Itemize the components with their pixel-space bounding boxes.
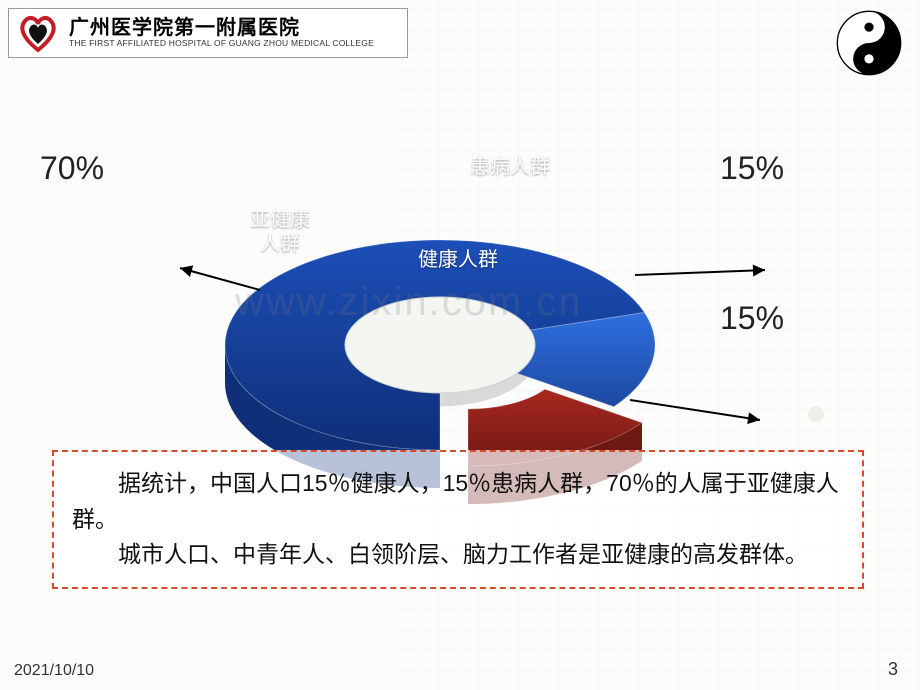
summary-p2: 城市人口、中青年人、白领阶层、脑力工作者是亚健康的高发群体。 [72, 537, 844, 573]
slice-label-subhealth: 亚健康 人群 [250, 208, 310, 256]
callout-healthy: 15% [720, 300, 784, 337]
slice-label-healthy: 健康人群 [418, 248, 498, 272]
summary-p1: 据统计，中国人口15％健康人，15％患病人群，70％的人属于亚健康人群。 [72, 466, 844, 537]
logo-title-cn: 广州医学院第一附属医院 [69, 17, 374, 39]
hospital-logo: 广州医学院第一附属医院 THE FIRST AFFILIATED HOSPITA… [8, 8, 408, 58]
callout-sick: 15% [720, 150, 784, 187]
summary-textbox: 据统计，中国人口15％健康人，15％患病人群，70％的人属于亚健康人群。 城市人… [52, 450, 864, 589]
callout-subhealth: 70% [40, 150, 104, 187]
slice-label-sick: 患病人群 [470, 155, 550, 179]
logo-title-en: THE FIRST AFFILIATED HOSPITAL OF GUANG Z… [69, 39, 374, 48]
footer-date: 2021/10/10 [14, 662, 94, 680]
taiji-icon [836, 10, 902, 76]
footer-page: 3 [888, 659, 898, 680]
donut-chart: 亚健康 人群 患病人群 健康人群 70% 15% 15% [60, 100, 760, 420]
logo-heart-icon [15, 10, 61, 56]
